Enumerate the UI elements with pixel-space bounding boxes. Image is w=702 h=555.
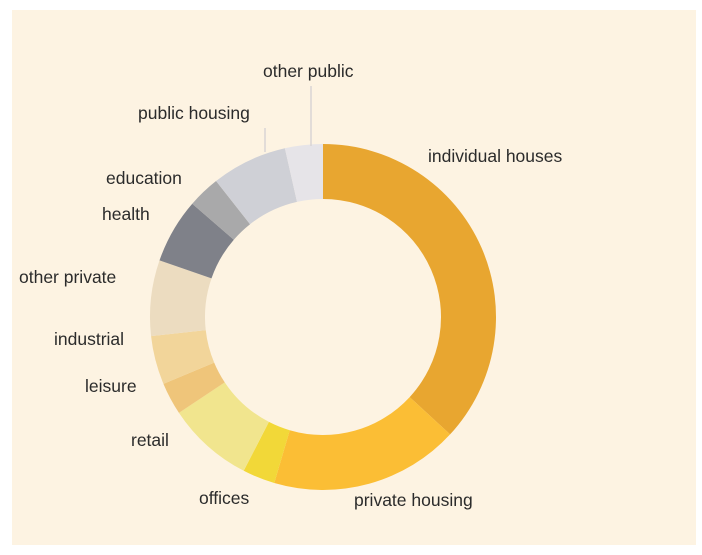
slice-industrial — [151, 330, 215, 384]
label-individual-houses: individual houses — [428, 146, 563, 166]
label-private-housing: private housing — [354, 490, 473, 510]
label-other-public: other public — [263, 61, 354, 81]
label-leisure: leisure — [85, 376, 137, 396]
slice-retail — [178, 382, 269, 471]
label-public-housing: public housing — [138, 103, 250, 123]
label-offices: offices — [199, 488, 250, 508]
slice-individual-houses — [323, 144, 496, 435]
label-education: education — [106, 168, 182, 188]
slice-private-housing — [274, 397, 451, 490]
slice-other-private — [150, 260, 212, 337]
label-health: health — [102, 204, 150, 224]
slice-labels: individual houses private housing office… — [19, 61, 563, 510]
slice-offices — [243, 421, 290, 483]
label-retail: retail — [131, 430, 169, 450]
donut-slices — [150, 144, 496, 490]
slice-education — [192, 181, 251, 240]
label-other-private: other private — [19, 267, 116, 287]
label-industrial: industrial — [54, 329, 124, 349]
slice-public-housing — [216, 148, 298, 225]
slice-health — [159, 203, 234, 279]
slice-other-public — [284, 144, 323, 202]
slice-leisure — [163, 362, 225, 413]
leader-lines — [264, 86, 312, 152]
